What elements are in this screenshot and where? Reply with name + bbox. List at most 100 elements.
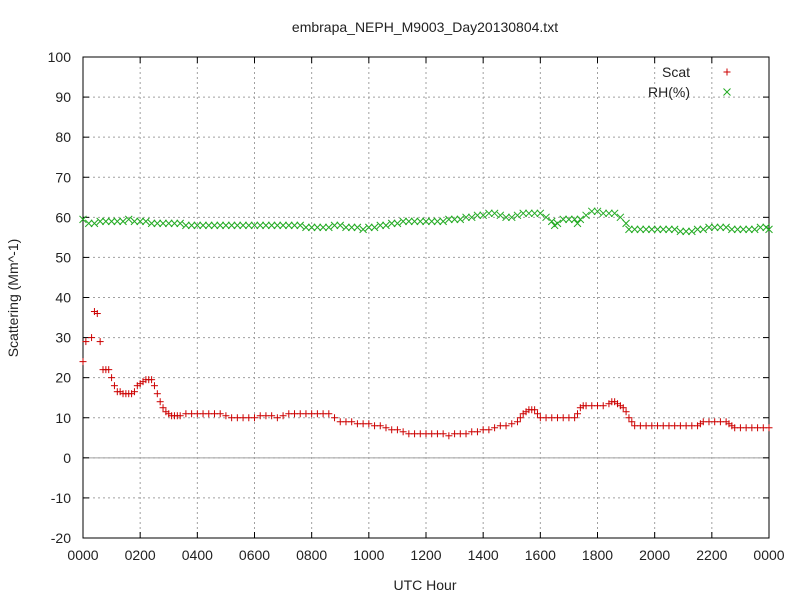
scat-point	[159, 404, 167, 412]
rh-point	[630, 225, 639, 234]
scat-point	[445, 432, 453, 440]
rh-point	[513, 211, 522, 220]
rh-point	[682, 227, 690, 236]
scat-point	[765, 424, 773, 432]
rh-point	[239, 221, 247, 230]
rh-point	[90, 219, 99, 228]
rh-point	[353, 223, 362, 232]
rh-point	[502, 213, 510, 222]
scat-point	[110, 382, 118, 390]
rh-point	[347, 223, 356, 232]
rh-point	[336, 221, 345, 230]
scat-point	[399, 428, 407, 436]
x-axis-label: UTC Hour	[393, 577, 456, 593]
rh-point	[676, 227, 685, 236]
x-tick-label: 0200	[125, 547, 156, 563]
rh-point	[279, 221, 287, 230]
rh-point	[687, 227, 696, 236]
series-scat	[79, 308, 773, 440]
rh-point	[536, 209, 545, 218]
rh-point	[227, 221, 236, 230]
scat-point	[79, 358, 87, 366]
rh-point	[330, 221, 339, 230]
rh-point	[404, 217, 413, 226]
scat-point	[348, 418, 356, 426]
rh-point	[273, 221, 282, 230]
y-tick-label: 20	[55, 370, 71, 386]
rh-point	[636, 225, 645, 234]
rh-point	[565, 215, 573, 224]
x-tick-label: 0800	[296, 547, 327, 563]
rh-point	[473, 211, 482, 220]
rh-point	[616, 213, 625, 222]
rh-point	[176, 219, 185, 228]
y-tick-label: 30	[55, 330, 71, 346]
rh-point	[170, 219, 179, 228]
rh-point	[284, 221, 293, 230]
legend-plus-marker	[723, 68, 731, 76]
rh-point	[267, 221, 276, 230]
scat-point	[516, 414, 524, 422]
rh-point	[490, 209, 499, 218]
scat-point	[216, 410, 224, 418]
rh-point	[710, 223, 719, 232]
scat-point	[485, 426, 493, 434]
grid-lines	[83, 57, 769, 538]
scat-point	[531, 406, 539, 414]
rh-point	[665, 225, 673, 234]
y-tick-label: 100	[48, 49, 72, 65]
legend-x-marker	[723, 88, 731, 96]
y-tick-label: -10	[51, 490, 71, 506]
scat-point	[82, 338, 90, 346]
scat-point	[462, 430, 470, 438]
rh-point	[302, 223, 310, 232]
rh-point	[262, 221, 270, 230]
rh-point	[610, 209, 619, 218]
x-tick-label: 0000	[753, 547, 784, 563]
scat-point	[331, 414, 339, 422]
rh-point	[107, 217, 116, 226]
rh-point	[153, 219, 162, 228]
y-axis-ticks: -20 -10 0 10 20 30 40 50 60 70 80 90 100	[48, 49, 769, 546]
rh-point	[307, 223, 316, 232]
scat-point	[93, 310, 101, 318]
scat-point	[108, 374, 116, 382]
rh-point	[699, 225, 708, 234]
rh-point	[716, 223, 725, 232]
x-tick-label: 0600	[239, 547, 270, 563]
x-tick-label: 1400	[468, 547, 499, 563]
rh-point	[450, 215, 459, 224]
x-tick-label: 1600	[525, 547, 556, 563]
rh-point	[393, 219, 402, 228]
rh-point	[296, 221, 305, 230]
rh-point	[530, 209, 539, 218]
scat-point	[325, 410, 333, 418]
rh-point	[342, 223, 350, 232]
scat-point	[150, 382, 158, 390]
y-tick-label: 50	[55, 249, 71, 265]
rh-point	[659, 225, 668, 234]
rh-point	[722, 223, 730, 232]
series-rh	[79, 207, 773, 236]
scat-point	[251, 414, 258, 422]
rh-point	[693, 225, 702, 234]
rh-point	[313, 223, 322, 232]
scat-point	[176, 412, 184, 420]
rh-point	[727, 225, 736, 234]
rh-point	[593, 207, 602, 216]
rh-point	[553, 219, 562, 228]
scat-point	[273, 414, 281, 422]
legend-label-rh: RH(%)	[648, 84, 690, 100]
scat-point	[148, 376, 156, 384]
y-tick-label: 0	[63, 450, 71, 466]
rh-point	[79, 215, 87, 224]
x-tick-label: 0400	[182, 547, 213, 563]
rh-point	[136, 217, 145, 226]
rh-point	[119, 217, 127, 226]
x-axis-ticks: 0000 0200 0400 0600 0800 1000 1200 1400 1600 1800…	[67, 57, 785, 563]
rh-point	[182, 221, 190, 230]
rh-point	[670, 225, 679, 234]
rh-point	[456, 215, 465, 224]
scat-point	[625, 414, 633, 422]
y-tick-label: 70	[55, 169, 71, 185]
